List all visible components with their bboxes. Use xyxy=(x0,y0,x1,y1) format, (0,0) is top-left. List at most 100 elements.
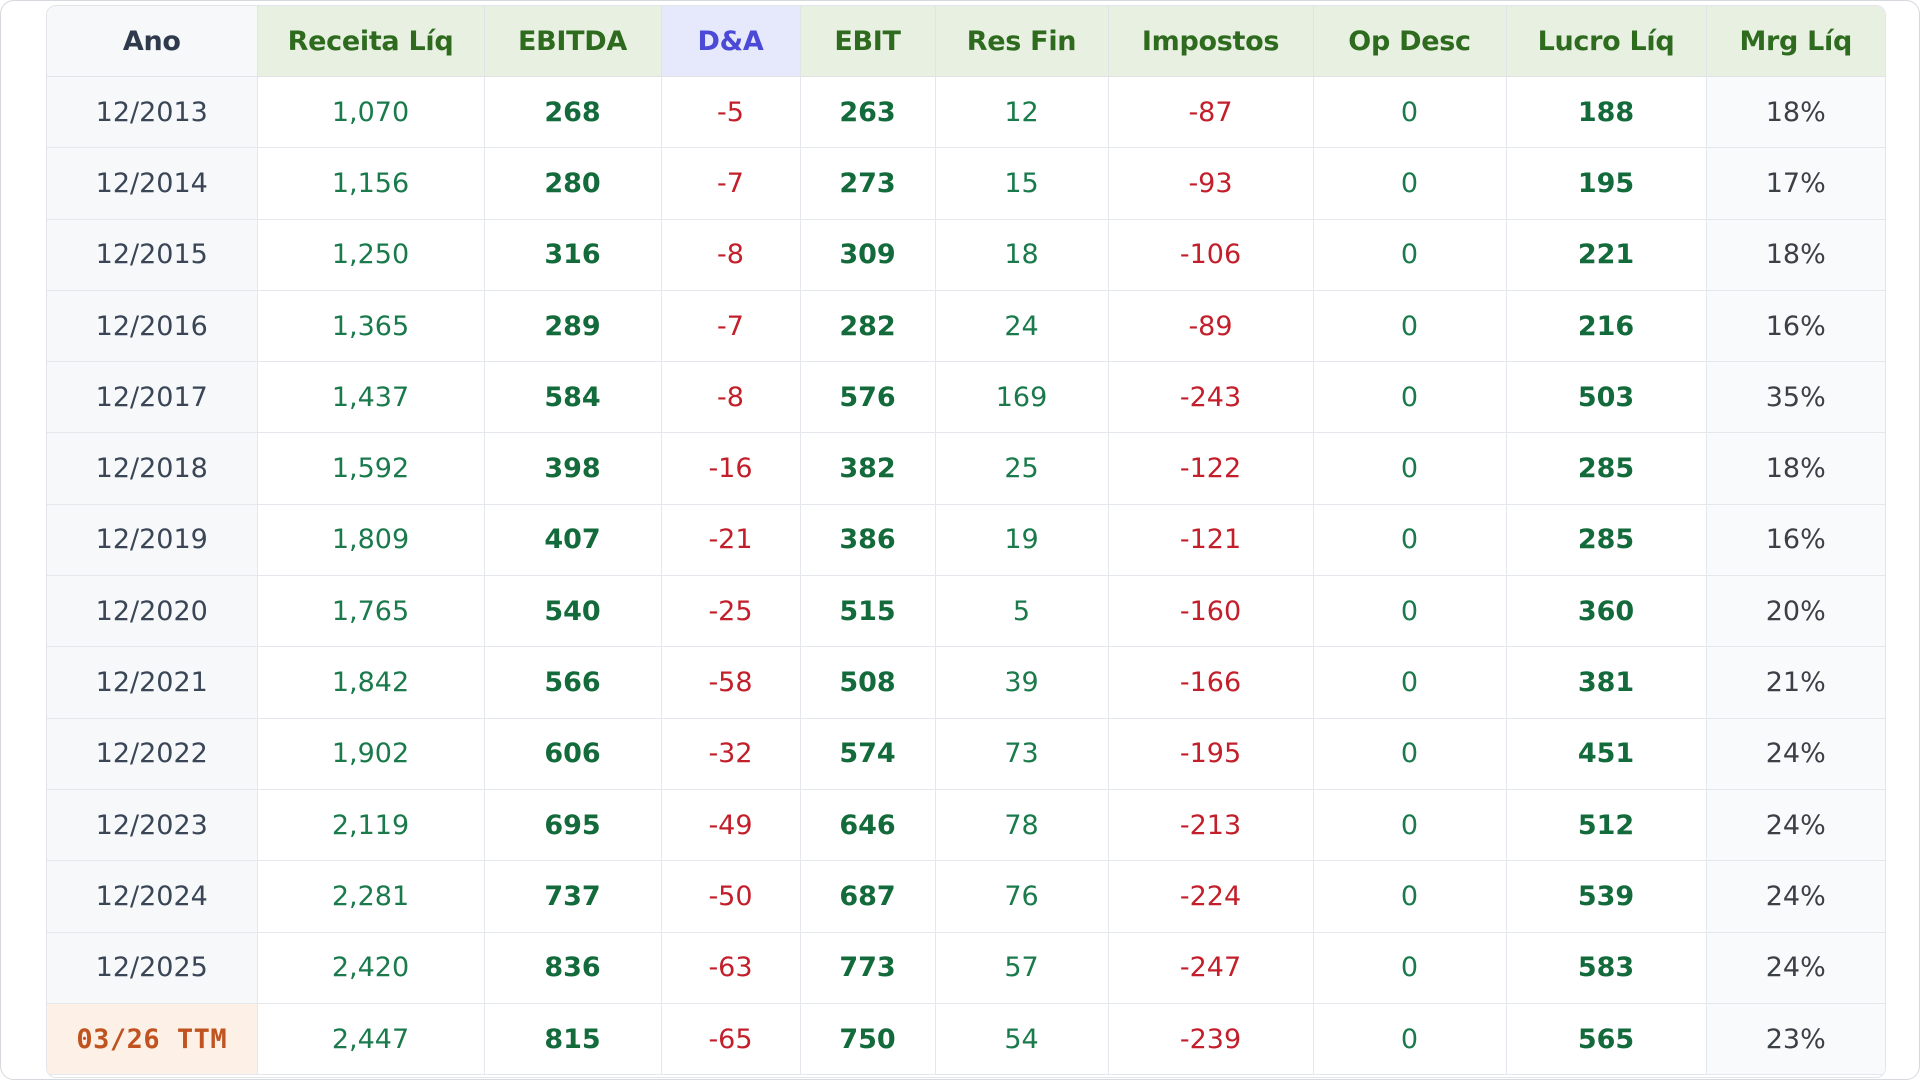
cell-lucro: 285 xyxy=(1506,432,1707,505)
cell-ebitda: 606 xyxy=(484,718,662,790)
header-ano[interactable]: Ano xyxy=(47,6,258,77)
cell-ano: 12/2017 xyxy=(47,361,258,434)
table-row[interactable]: 12/2022 1,902 606 -32 574 73 -195 0 451 24% xyxy=(47,718,1885,790)
table-row[interactable]: 12/2013 1,070 268 -5 263 12 -87 0 188 18% xyxy=(47,76,1885,149)
cell-receita: 2,281 xyxy=(257,860,485,933)
cell-da: -8 xyxy=(661,361,801,434)
cell-mrg: 24% xyxy=(1706,860,1885,933)
cell-res-fin: 39 xyxy=(935,646,1109,719)
cell-lucro: 583 xyxy=(1506,932,1707,1004)
table-row[interactable]: 12/2021 1,842 566 -58 508 39 -166 0 381 21% xyxy=(47,646,1885,719)
cell-op-desc: 0 xyxy=(1313,290,1507,363)
table-row[interactable]: 12/2014 1,156 280 -7 273 15 -93 0 195 17% xyxy=(47,147,1885,220)
table-row[interactable]: 12/2019 1,809 407 -21 386 19 -121 0 285 16% xyxy=(47,504,1885,577)
header-ebitda[interactable]: EBITDA xyxy=(484,6,662,77)
cell-da: -5 xyxy=(661,76,801,149)
header-da[interactable]: D&A xyxy=(661,6,801,77)
financial-table: Ano Receita Líq EBITDA D&A EBIT Res Fin … xyxy=(47,6,1885,1076)
header-lucro[interactable]: Lucro Líq xyxy=(1506,6,1707,77)
cell-ebit: 382 xyxy=(800,432,936,505)
cell-impostos: -122 xyxy=(1108,432,1314,505)
table-row[interactable]: 12/2024 2,281 737 -50 687 76 -224 0 539 24% xyxy=(47,860,1885,933)
header-row: Ano Receita Líq EBITDA D&A EBIT Res Fin … xyxy=(47,6,1885,77)
header-mrg[interactable]: Mrg Líq xyxy=(1706,6,1885,77)
table-row[interactable]: 12/2016 1,365 289 -7 282 24 -89 0 216 16% xyxy=(47,290,1885,363)
cell-op-desc: 0 xyxy=(1313,1003,1507,1076)
header-op-desc[interactable]: Op Desc xyxy=(1313,6,1507,77)
cell-op-desc: 0 xyxy=(1313,219,1507,291)
cell-impostos: -239 xyxy=(1108,1003,1314,1076)
cell-receita: 1,592 xyxy=(257,432,485,505)
cell-op-desc: 0 xyxy=(1313,575,1507,648)
cell-impostos: -87 xyxy=(1108,76,1314,149)
cell-receita: 1,365 xyxy=(257,290,485,363)
cell-da: -8 xyxy=(661,219,801,291)
cell-op-desc: 0 xyxy=(1313,932,1507,1004)
cell-op-desc: 0 xyxy=(1313,718,1507,790)
header-receita[interactable]: Receita Líq xyxy=(257,6,485,77)
cell-receita: 1,070 xyxy=(257,76,485,149)
cell-mrg: 35% xyxy=(1706,361,1885,434)
cell-res-fin: 19 xyxy=(935,504,1109,577)
header-impostos[interactable]: Impostos xyxy=(1108,6,1314,77)
cell-ebitda: 540 xyxy=(484,575,662,648)
table-row[interactable]: 12/2018 1,592 398 -16 382 25 -122 0 285 18% xyxy=(47,432,1885,505)
cell-receita: 1,437 xyxy=(257,361,485,434)
cell-res-fin: 18 xyxy=(935,219,1109,291)
cell-impostos: -243 xyxy=(1108,361,1314,434)
cell-mrg: 17% xyxy=(1706,147,1885,220)
cell-ebit: 750 xyxy=(800,1003,936,1076)
cell-lucro: 451 xyxy=(1506,718,1707,790)
header-res-fin[interactable]: Res Fin xyxy=(935,6,1109,77)
cell-ebit: 574 xyxy=(800,718,936,790)
cell-res-fin: 169 xyxy=(935,361,1109,434)
cell-op-desc: 0 xyxy=(1313,504,1507,577)
cell-impostos: -195 xyxy=(1108,718,1314,790)
cell-res-fin: 15 xyxy=(935,147,1109,220)
table-row[interactable]: 12/2017 1,437 584 -8 576 169 -243 0 503 35% xyxy=(47,361,1885,434)
cell-op-desc: 0 xyxy=(1313,432,1507,505)
table-body: 12/2013 1,070 268 -5 263 12 -87 0 188 18% 12/2014 1… xyxy=(47,76,1885,1076)
table-row[interactable]: 12/2025 2,420 836 -63 773 57 -247 0 583 24% xyxy=(47,932,1885,1004)
cell-mrg: 21% xyxy=(1706,646,1885,719)
cell-receita: 1,809 xyxy=(257,504,485,577)
cell-da: -7 xyxy=(661,147,801,220)
cell-ebit: 646 xyxy=(800,789,936,862)
cell-impostos: -247 xyxy=(1108,932,1314,1004)
cell-impostos: -224 xyxy=(1108,860,1314,933)
header-ebit[interactable]: EBIT xyxy=(800,6,936,77)
cell-res-fin: 25 xyxy=(935,432,1109,505)
cell-lucro: 381 xyxy=(1506,646,1707,719)
cell-impostos: -213 xyxy=(1108,789,1314,862)
cell-ebitda: 289 xyxy=(484,290,662,363)
table-row[interactable]: 03/26 TTM 2,447 815 -65 750 54 -239 0 565 23% xyxy=(47,1003,1885,1076)
cell-lucro: 360 xyxy=(1506,575,1707,648)
cell-ebitda: 737 xyxy=(484,860,662,933)
cell-mrg: 24% xyxy=(1706,789,1885,862)
cell-op-desc: 0 xyxy=(1313,789,1507,862)
cell-lucro: 285 xyxy=(1506,504,1707,577)
cell-da: -49 xyxy=(661,789,801,862)
cell-impostos: -89 xyxy=(1108,290,1314,363)
cell-mrg: 24% xyxy=(1706,718,1885,790)
table-row[interactable]: 12/2023 2,119 695 -49 646 78 -213 0 512 24% xyxy=(47,789,1885,862)
cell-da: -25 xyxy=(661,575,801,648)
table-row[interactable]: 12/2020 1,765 540 -25 515 5 -160 0 360 20% xyxy=(47,575,1885,648)
cell-receita: 1,156 xyxy=(257,147,485,220)
cell-da: -50 xyxy=(661,860,801,933)
cell-da: -16 xyxy=(661,432,801,505)
cell-mrg: 20% xyxy=(1706,575,1885,648)
cell-ano: 12/2015 xyxy=(47,219,258,291)
cell-op-desc: 0 xyxy=(1313,76,1507,149)
cell-op-desc: 0 xyxy=(1313,646,1507,719)
cell-ebitda: 695 xyxy=(484,789,662,862)
cell-ano: 12/2020 xyxy=(47,575,258,648)
table-row[interactable]: 12/2015 1,250 316 -8 309 18 -106 0 221 18% xyxy=(47,219,1885,291)
cell-ebit: 687 xyxy=(800,860,936,933)
cell-lucro: 188 xyxy=(1506,76,1707,149)
cell-ebit: 309 xyxy=(800,219,936,291)
cell-op-desc: 0 xyxy=(1313,147,1507,220)
financial-table-container: Ano Receita Líq EBITDA D&A EBIT Res Fin … xyxy=(46,5,1886,1078)
cell-ebitda: 407 xyxy=(484,504,662,577)
